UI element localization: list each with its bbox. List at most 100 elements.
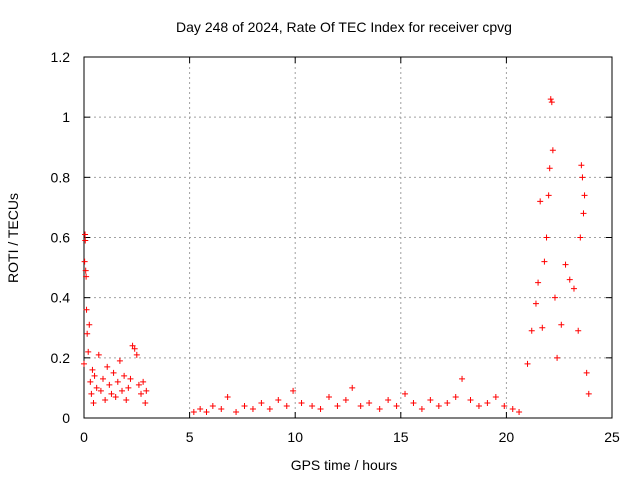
- data-point: [459, 375, 466, 382]
- data-point: [87, 378, 94, 385]
- data-point: [524, 360, 531, 367]
- data-point: [366, 399, 373, 406]
- data-point: [86, 321, 93, 328]
- data-point: [427, 396, 434, 403]
- y-axis-label: ROTI / TECUs: [5, 193, 21, 283]
- data-point: [95, 351, 102, 358]
- data-point: [577, 234, 584, 241]
- data-point: [357, 402, 364, 409]
- data-point: [444, 399, 451, 406]
- data-point: [535, 279, 542, 286]
- x-tick-label: 5: [186, 429, 194, 445]
- data-point: [82, 267, 89, 274]
- data-point: [110, 369, 117, 376]
- data-point: [102, 396, 109, 403]
- data-point: [108, 390, 115, 397]
- y-tick-label: 0.2: [51, 350, 71, 366]
- data-point: [100, 375, 107, 382]
- y-tick-label: 0.8: [51, 169, 71, 185]
- data-point: [203, 408, 210, 415]
- y-tick-label: 0.6: [51, 230, 71, 246]
- data-point: [554, 354, 561, 361]
- data-point: [551, 294, 558, 301]
- data-point: [548, 99, 555, 106]
- data-point: [133, 351, 140, 358]
- data-point: [566, 276, 573, 283]
- data-point: [317, 405, 324, 412]
- data-point: [190, 408, 197, 415]
- data-point: [125, 384, 132, 391]
- data-point: [93, 384, 100, 391]
- data-point: [197, 405, 204, 412]
- data-point: [218, 405, 225, 412]
- data-point: [545, 192, 552, 199]
- y-tick-label: 1: [62, 109, 70, 125]
- data-point: [418, 405, 425, 412]
- data-point: [129, 342, 136, 349]
- data-point: [233, 408, 240, 415]
- data-point: [209, 402, 216, 409]
- data-point: [89, 366, 96, 373]
- y-tick-label: 1.2: [51, 49, 71, 65]
- x-tick-label: 20: [499, 429, 515, 445]
- data-point: [492, 393, 499, 400]
- data-point: [385, 396, 392, 403]
- data-point: [528, 327, 535, 334]
- data-point: [82, 231, 89, 238]
- data-point: [123, 396, 130, 403]
- data-point: [241, 402, 248, 409]
- data-point: [112, 393, 119, 400]
- data-point: [475, 402, 482, 409]
- data-point: [84, 330, 91, 337]
- data-point: [575, 327, 582, 334]
- data-point: [85, 348, 92, 355]
- data-point: [410, 399, 417, 406]
- x-tick-label: 0: [80, 429, 88, 445]
- chart-title: Day 248 of 2024, Rate Of TEC Index for r…: [176, 19, 512, 35]
- data-point: [532, 300, 539, 307]
- data-point: [131, 345, 138, 352]
- data-point: [298, 399, 305, 406]
- data-point: [484, 399, 491, 406]
- data-point: [342, 396, 349, 403]
- data-point: [546, 165, 553, 172]
- data-point: [121, 372, 128, 379]
- data-point: [283, 402, 290, 409]
- data-point: [509, 405, 516, 412]
- data-point: [114, 378, 121, 385]
- data-point: [452, 393, 459, 400]
- data-point: [119, 387, 126, 394]
- data-point: [558, 321, 565, 328]
- data-point: [541, 258, 548, 265]
- plot-frame: [83, 56, 613, 419]
- data-point: [143, 387, 150, 394]
- data-point: [585, 390, 592, 397]
- data-point: [516, 408, 523, 415]
- x-tick-label: 10: [287, 429, 303, 445]
- data-point: [97, 387, 104, 394]
- data-point: [334, 402, 341, 409]
- data-point: [349, 384, 356, 391]
- data-point: [580, 210, 587, 217]
- data-point: [393, 402, 400, 409]
- data-point: [81, 360, 87, 367]
- data-point: [309, 402, 316, 409]
- data-point: [578, 162, 585, 169]
- data-point: [127, 375, 134, 382]
- x-axis-label: GPS time / hours: [291, 457, 398, 473]
- data-point: [570, 285, 577, 292]
- data-point: [90, 399, 97, 406]
- data-point: [402, 390, 409, 397]
- data-point: [82, 237, 89, 244]
- data-point: [579, 174, 586, 181]
- data-point: [290, 387, 297, 394]
- data-point: [467, 396, 474, 403]
- data-point: [583, 369, 590, 376]
- data-point: [376, 405, 383, 412]
- data-point: [581, 192, 588, 199]
- data-point: [539, 324, 546, 331]
- data-point: [249, 405, 256, 412]
- grid-layer: [84, 57, 612, 418]
- data-point: [138, 390, 145, 397]
- data-point: [562, 261, 569, 268]
